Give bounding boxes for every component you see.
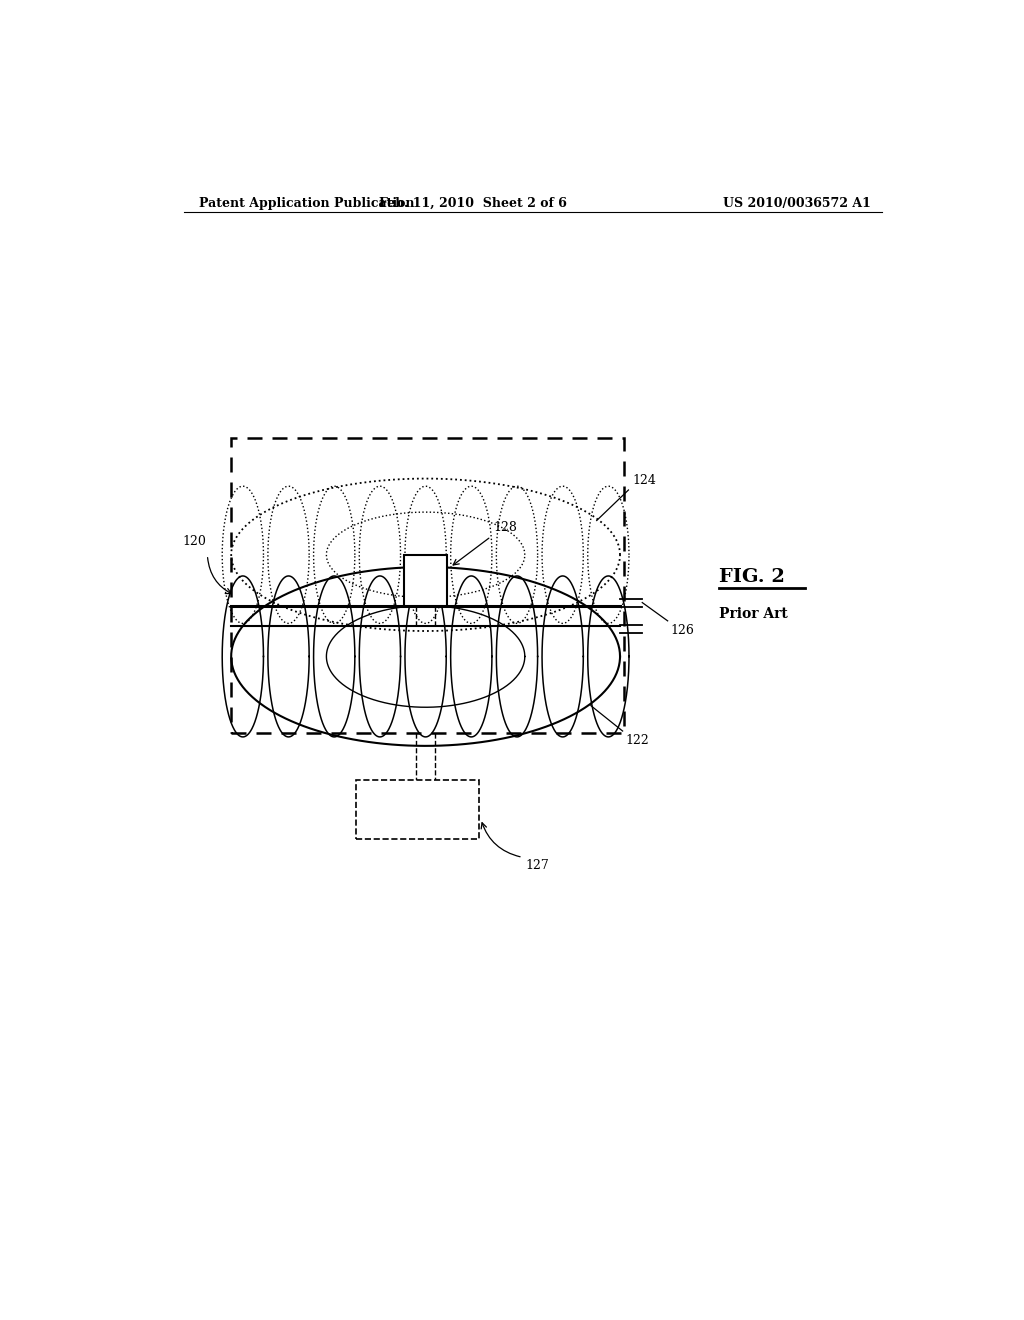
Text: US 2010/0036572 A1: US 2010/0036572 A1	[723, 197, 871, 210]
Text: FIG. 2: FIG. 2	[719, 569, 785, 586]
Bar	[356, 780, 479, 840]
Text: 124: 124	[633, 474, 656, 487]
Bar	[231, 438, 624, 733]
Text: 128: 128	[494, 521, 517, 535]
Text: 127: 127	[525, 859, 549, 873]
Text: Patent Application Publication: Patent Application Publication	[200, 197, 415, 210]
Text: Prior Art: Prior Art	[719, 607, 788, 620]
Text: Feb. 11, 2010  Sheet 2 of 6: Feb. 11, 2010 Sheet 2 of 6	[379, 197, 567, 210]
Text: 122: 122	[626, 734, 649, 747]
Bar	[403, 554, 447, 606]
Text: 126: 126	[671, 624, 694, 638]
Text: 120: 120	[182, 535, 206, 548]
